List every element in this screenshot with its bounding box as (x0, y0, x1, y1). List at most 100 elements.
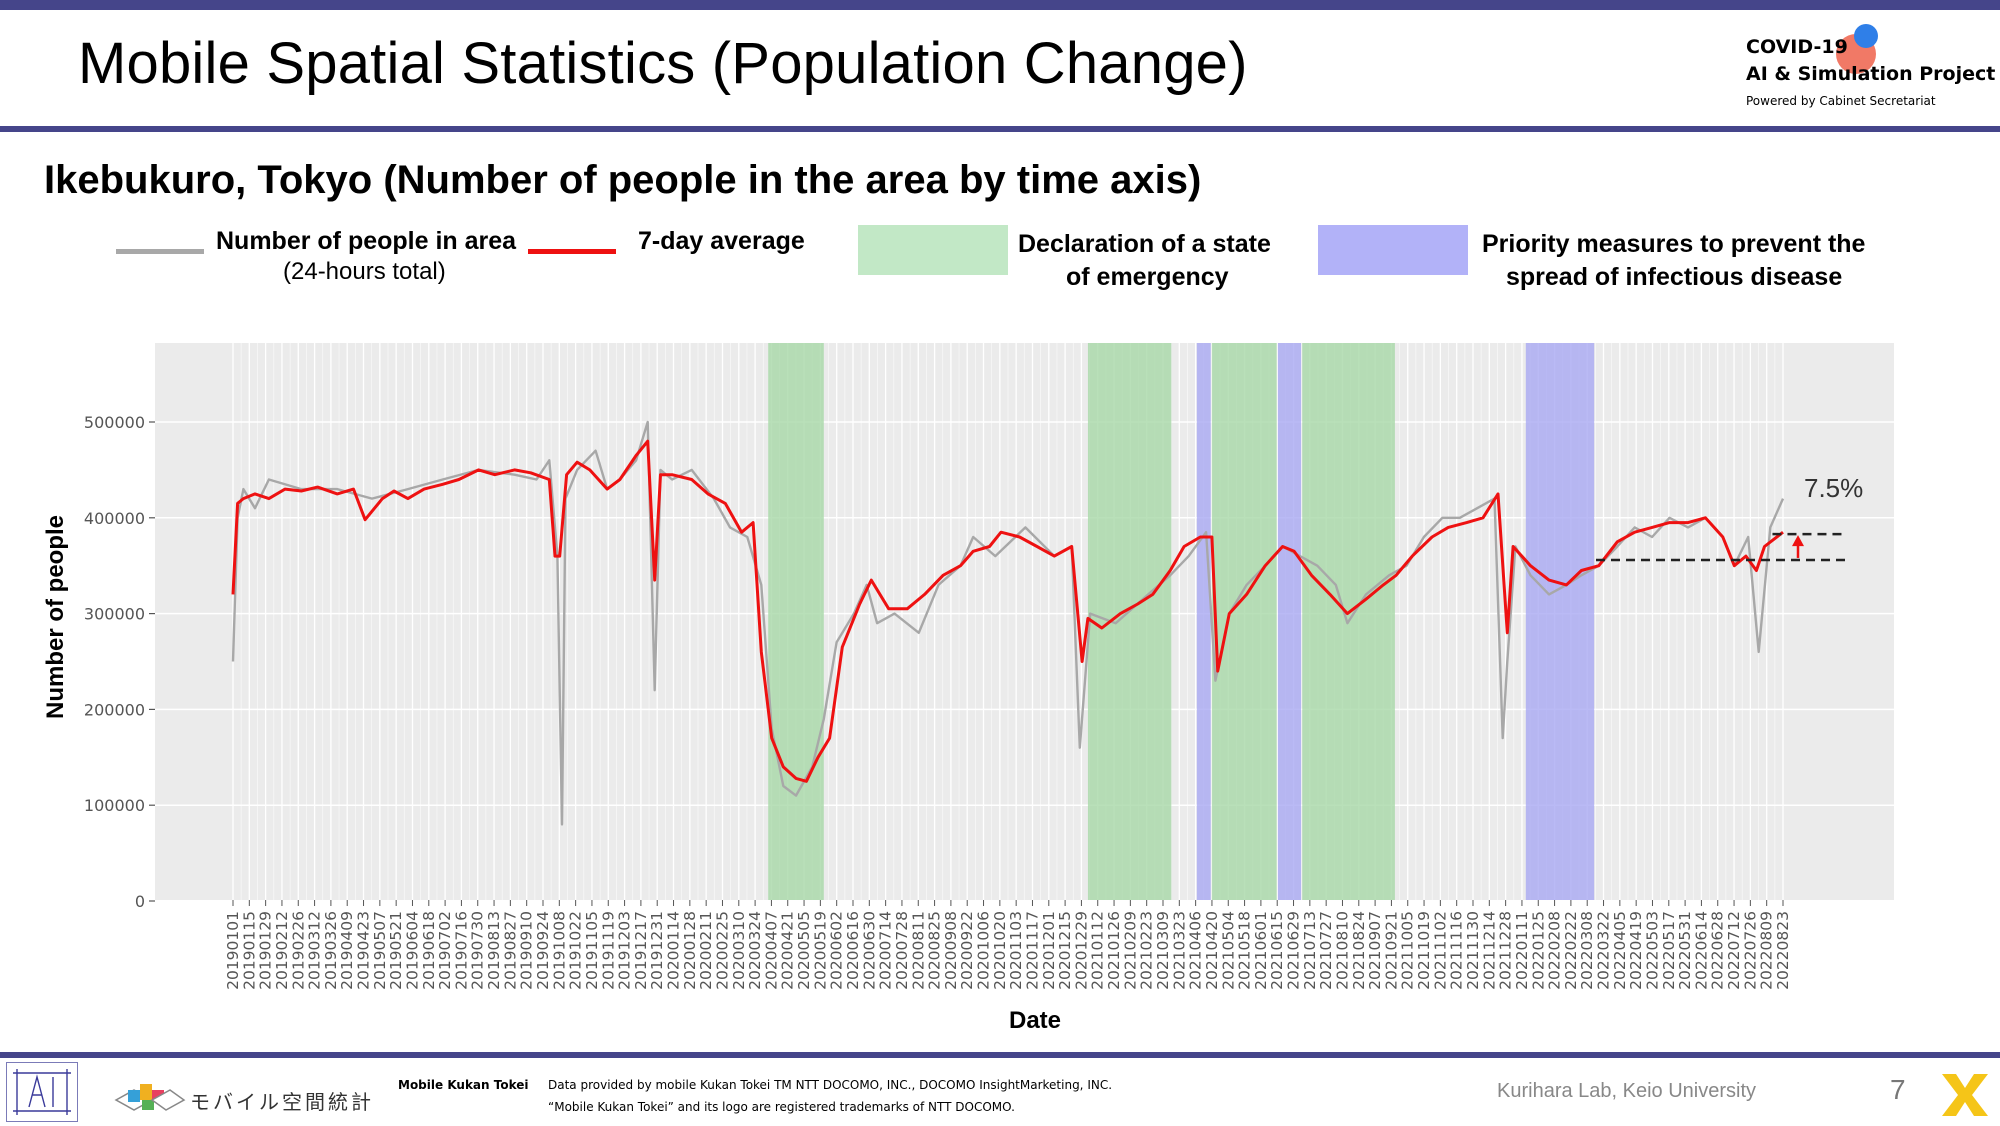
x-tick-label: 20200728 (893, 911, 911, 990)
x-tick-label: 20201201 (1040, 911, 1058, 990)
x-tick-label: 20220208 (1546, 911, 1564, 990)
footer-divider-bar (0, 1052, 2000, 1058)
y-tick-label: 300000 (84, 605, 145, 624)
legend-emergency-label-1: Declaration of a state (1018, 230, 1271, 258)
logo-blue-dot-icon (1854, 24, 1878, 48)
x-tick-label: 20211214 (1480, 911, 1498, 990)
x-tick-label: 20190521 (387, 911, 405, 990)
x-tick-label: 20210810 (1333, 911, 1351, 990)
x-tick-label: 20190618 (420, 911, 438, 990)
x-tick-label: 20220517 (1660, 911, 1678, 990)
legend-daily-sublabel: (24-hours total) (283, 258, 446, 285)
x-tick-label: 20200908 (942, 911, 960, 990)
x-tick-label: 20200825 (926, 911, 944, 990)
series-average-line (231, 439, 1784, 783)
x-axis-label: Date (1009, 1007, 1061, 1034)
x-tick-label: 20190129 (257, 911, 275, 990)
chart-title: Ikebukuro, Tokyo (Number of people in th… (44, 158, 1202, 202)
x-tick-label: 20190226 (289, 911, 307, 990)
x-tick-label: 20210615 (1268, 911, 1286, 990)
band-priority (1525, 343, 1595, 900)
band-emergency (768, 343, 824, 900)
page-number: 7 (1890, 1074, 1906, 1105)
x-tick-label: 20190115 (240, 911, 258, 990)
x-tick-label: 20191119 (599, 911, 617, 990)
x-tick-label: 20210907 (1366, 911, 1384, 990)
period-bands (768, 343, 1595, 900)
x-tick-label: 20190813 (485, 911, 503, 990)
x-tick-label: 20210323 (1170, 911, 1188, 990)
x-tick-label: 20210518 (1236, 911, 1254, 990)
x-tick-label: 20220322 (1595, 911, 1613, 990)
x-tick-label: 20210629 (1285, 911, 1303, 990)
legend-emergency-label-2: of emergency (1066, 263, 1229, 291)
x-tick-label: 20191203 (616, 911, 634, 990)
x-tick-label: 20191008 (550, 911, 568, 990)
x-tick-label: 20211228 (1497, 911, 1515, 990)
x-tick-label: 20191217 (632, 911, 650, 990)
band-priority (1277, 343, 1302, 900)
x-tick-label: 20200128 (681, 911, 699, 990)
band-emergency (1087, 343, 1172, 900)
x-tick-label: 20211102 (1431, 911, 1449, 990)
x-tick-label: 20211005 (1399, 911, 1417, 990)
x-logo-icon (1942, 1074, 1988, 1116)
x-tick-label: 20190507 (371, 911, 389, 990)
x-tick-label: 20220125 (1529, 911, 1547, 990)
x-tick-label: 20191105 (583, 911, 601, 990)
y-axis-label: Number of people (42, 515, 69, 719)
y-tick-label: 0 (135, 892, 145, 911)
keio-ai-logo-icon (6, 1062, 78, 1122)
footer-credit-2: “Mobile Kukan Tokei” and its logo are re… (548, 1100, 1015, 1114)
legend-priority-label-2: spread of infectious disease (1506, 263, 1843, 291)
x-tick-label: 20210727 (1317, 911, 1335, 990)
band-emergency (1211, 343, 1277, 900)
x-tick-label: 20191231 (648, 911, 666, 990)
x-tick-label: 20220726 (1741, 911, 1759, 990)
x-tick-label: 20190702 (436, 911, 454, 990)
page-title: Mobile Spatial Statistics (Population Ch… (78, 31, 1248, 96)
x-tick-label: 20200602 (828, 911, 846, 990)
x-tick-label: 20190409 (338, 911, 356, 990)
footer-credit-1: Data provided by mobile Kukan Tokei TM N… (548, 1078, 1113, 1092)
legend-priority-swatch (1318, 225, 1468, 275)
legend-daily-swatch (116, 249, 204, 254)
footer-brand-jp: モバイル空間統計 (190, 1090, 374, 1114)
x-tick-label: 20220823 (1774, 911, 1792, 990)
x-axis: 2019010120190115201901292019021220190226… (224, 900, 1792, 990)
x-tick-label: 20220503 (1643, 911, 1661, 990)
x-tick-label: 20200714 (877, 911, 895, 990)
band-priority (1196, 343, 1211, 900)
y-tick-label: 200000 (84, 700, 145, 719)
x-tick-label: 20190716 (452, 911, 470, 990)
top-accent-bar (0, 0, 2000, 10)
x-tick-label: 20200407 (762, 911, 780, 990)
legend-daily-label: Number of people in area (216, 227, 517, 255)
x-tick-label: 20191022 (567, 911, 585, 990)
x-tick-label: 20190604 (403, 911, 421, 990)
legend-average-swatch (528, 249, 616, 254)
mobile-kukan-tokei-cube-icon (114, 1084, 186, 1111)
increase-annotation-label: 7.5% (1804, 473, 1863, 503)
x-tick-label: 20220712 (1725, 911, 1743, 990)
x-tick-label: 20210406 (1187, 911, 1205, 990)
x-tick-label: 20210601 (1252, 911, 1270, 990)
increase-annotation: 7.5% (1596, 473, 1863, 562)
x-tick-label: 20200310 (730, 911, 748, 990)
x-tick-label: 20210209 (1121, 911, 1139, 990)
x-tick-label: 20220222 (1562, 911, 1580, 990)
x-tick-label: 20201103 (1007, 911, 1025, 990)
x-tick-label: 20200505 (795, 911, 813, 990)
x-tick-label: 20190423 (355, 911, 373, 990)
x-tick-label: 20200519 (811, 911, 829, 990)
x-tick-label: 20210112 (1089, 911, 1107, 990)
x-tick-label: 20200324 (746, 911, 764, 990)
y-tick-label: 100000 (84, 796, 145, 815)
x-tick-label: 20200225 (713, 911, 731, 990)
x-tick-label: 20211019 (1415, 911, 1433, 990)
x-tick-label: 20220531 (1676, 911, 1694, 990)
logo-line-2: AI & Simulation Project (1746, 63, 1996, 85)
footer-lab-name: Kurihara Lab, Keio University (1497, 1080, 1757, 1102)
x-tick-label: 20190312 (306, 911, 324, 990)
